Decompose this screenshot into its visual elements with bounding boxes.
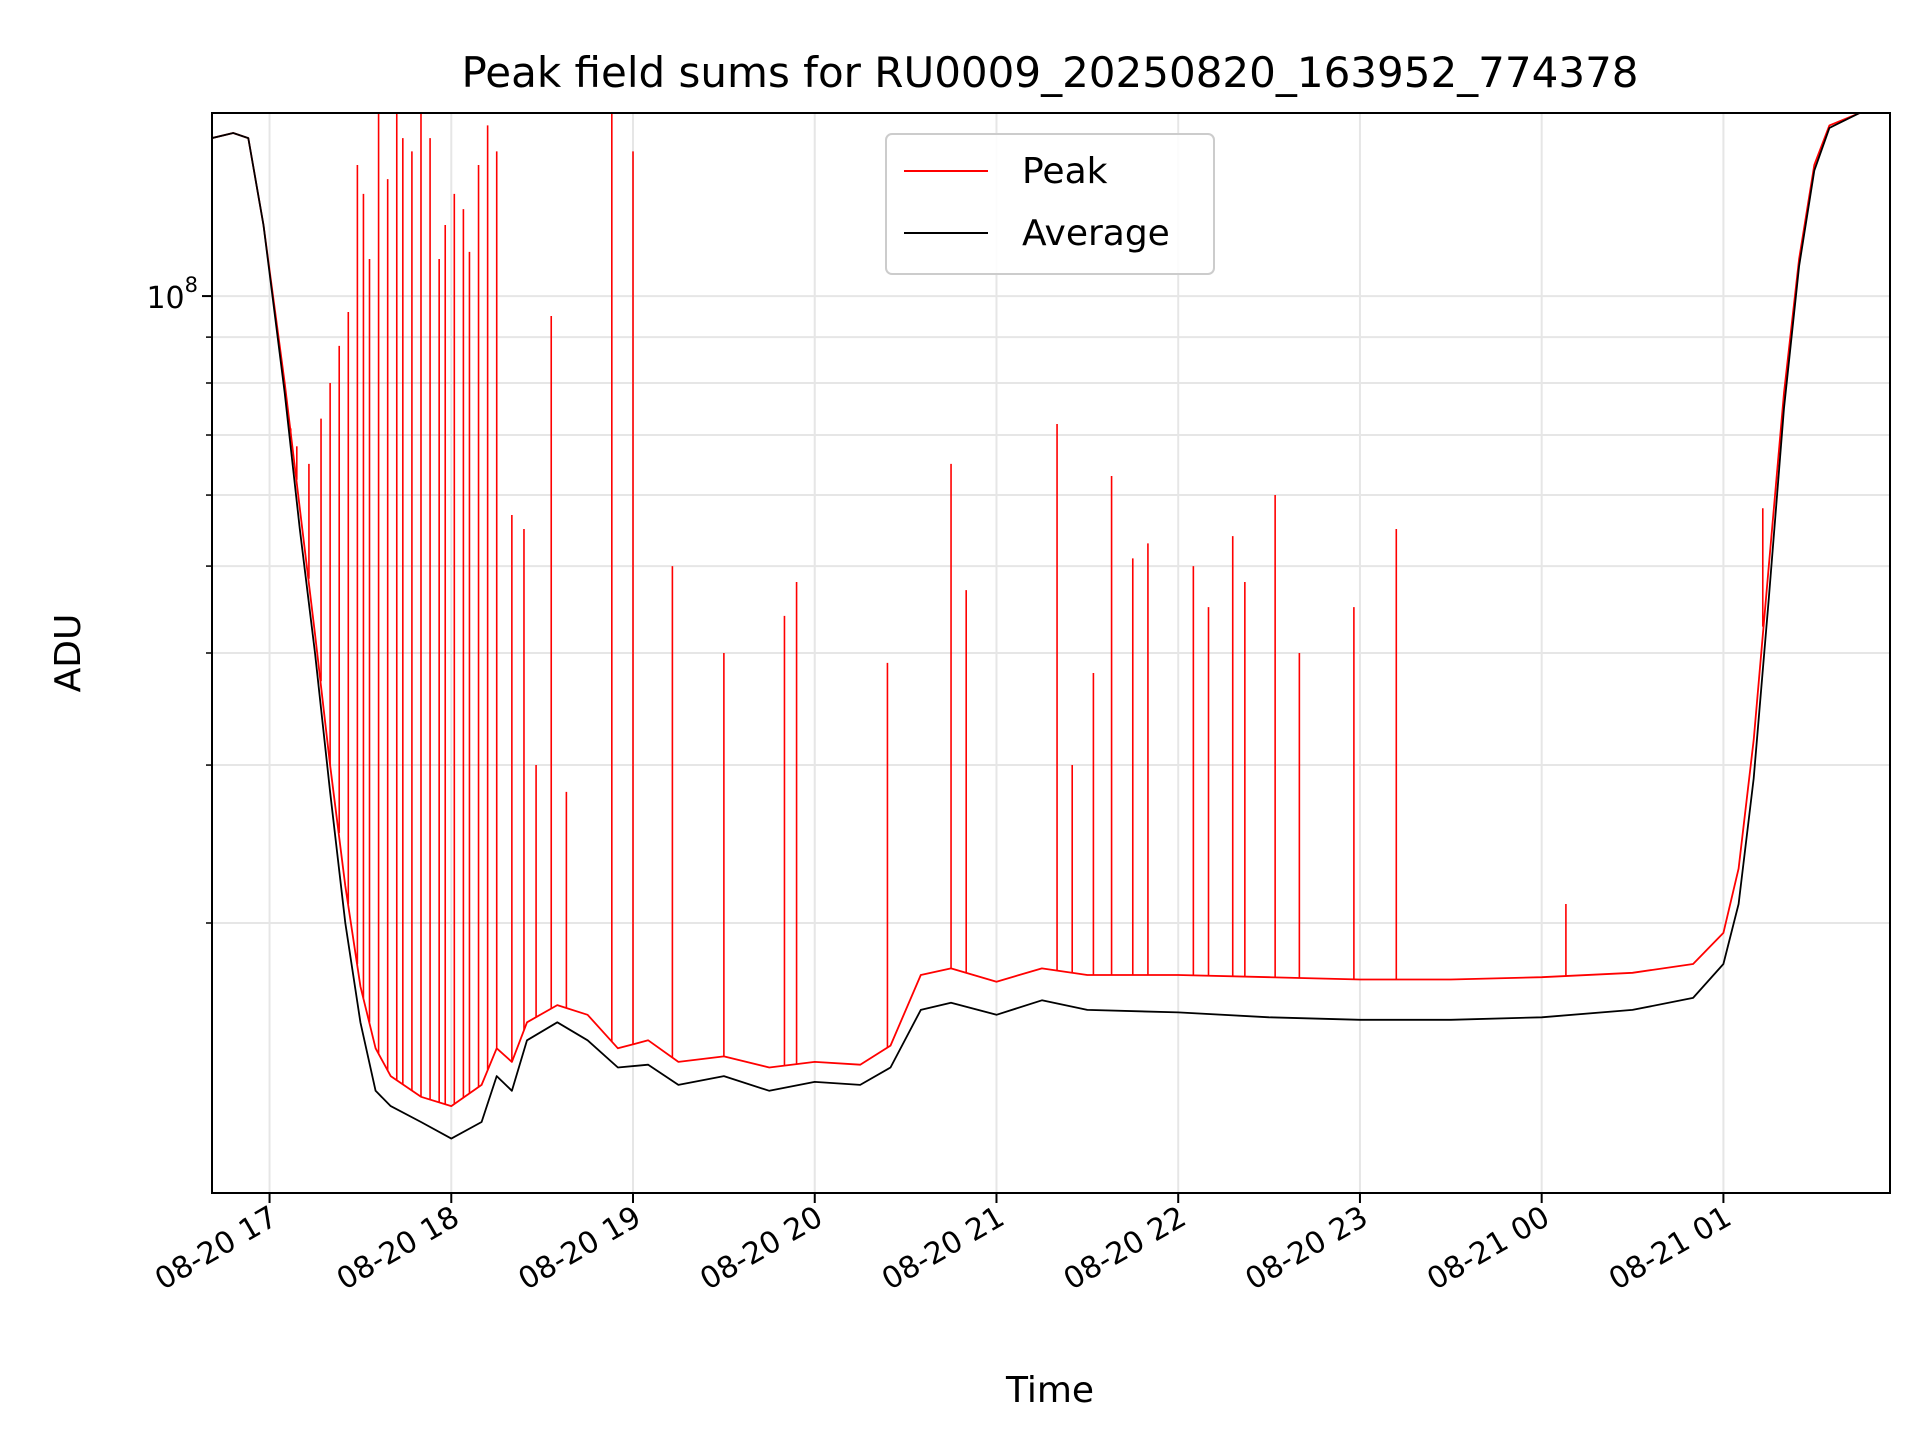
legend-label-peak: Peak xyxy=(1022,151,1108,192)
chart-title: Peak field sums for RU0009_20250820_1639… xyxy=(461,48,1638,97)
y-axis-label: ADU xyxy=(48,614,89,693)
x-axis-label: Time xyxy=(1005,1370,1094,1411)
legend-box xyxy=(885,133,1215,275)
legend-label-average: Average xyxy=(1022,213,1170,254)
legend: Peak Average xyxy=(885,133,1215,275)
series-area xyxy=(212,113,1890,1140)
y-tick-label: 108 xyxy=(146,273,198,316)
series-line-average xyxy=(212,113,1890,1140)
y-axis: 108 xyxy=(146,273,212,924)
